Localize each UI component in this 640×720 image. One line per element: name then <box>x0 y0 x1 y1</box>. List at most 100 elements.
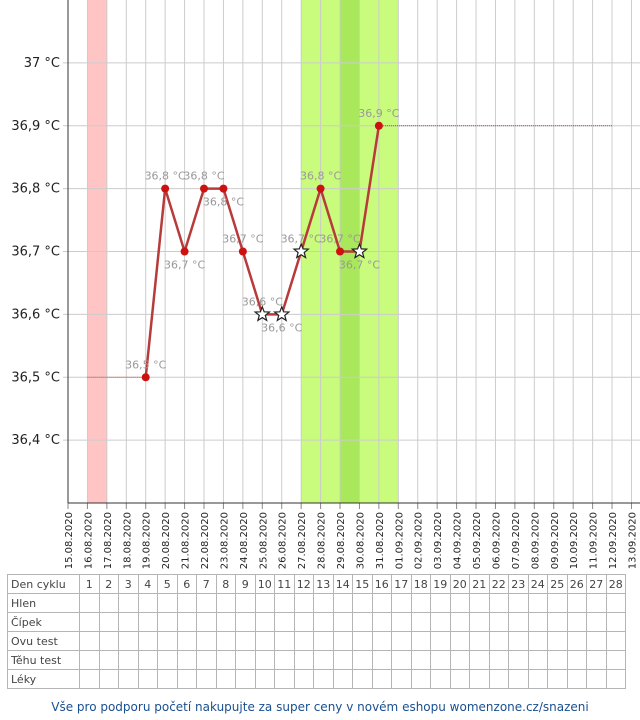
table-cell[interactable] <box>235 650 256 670</box>
table-cell[interactable] <box>118 669 139 689</box>
table-cell[interactable] <box>196 612 217 632</box>
table-cell[interactable] <box>176 650 197 670</box>
table-cell[interactable] <box>410 631 431 651</box>
table-cell[interactable] <box>527 669 548 689</box>
table-cell[interactable] <box>371 593 392 613</box>
table-cell[interactable] <box>176 593 197 613</box>
table-cell[interactable] <box>605 593 626 613</box>
table-cell[interactable] <box>274 669 295 689</box>
table-cell[interactable] <box>98 669 119 689</box>
table-cell[interactable] <box>566 631 587 651</box>
table-cell[interactable] <box>566 650 587 670</box>
table-cell[interactable] <box>547 631 568 651</box>
table-cell[interactable] <box>449 631 470 651</box>
table-cell[interactable] <box>157 669 178 689</box>
table-cell[interactable] <box>157 631 178 651</box>
table-cell[interactable] <box>313 669 334 689</box>
table-cell[interactable] <box>430 631 451 651</box>
table-cell[interactable] <box>293 631 314 651</box>
table-cell[interactable] <box>118 593 139 613</box>
table-cell[interactable] <box>313 650 334 670</box>
table-cell[interactable] <box>215 593 236 613</box>
table-cell[interactable] <box>586 593 607 613</box>
table-cell[interactable] <box>254 650 275 670</box>
table-cell[interactable] <box>586 669 607 689</box>
table-cell[interactable] <box>79 612 100 632</box>
table-cell[interactable] <box>137 612 158 632</box>
table-cell[interactable] <box>79 650 100 670</box>
table-cell[interactable] <box>332 593 353 613</box>
table-cell[interactable] <box>410 650 431 670</box>
table-cell[interactable] <box>176 612 197 632</box>
table-cell[interactable] <box>469 631 490 651</box>
table-cell[interactable] <box>586 650 607 670</box>
table-cell[interactable] <box>293 669 314 689</box>
table-cell[interactable] <box>254 669 275 689</box>
table-cell[interactable] <box>196 631 217 651</box>
table-cell[interactable] <box>605 669 626 689</box>
table-cell[interactable] <box>469 669 490 689</box>
table-cell[interactable] <box>176 669 197 689</box>
table-cell[interactable] <box>391 631 412 651</box>
table-cell[interactable] <box>508 669 529 689</box>
table-cell[interactable] <box>547 669 568 689</box>
table-cell[interactable] <box>293 593 314 613</box>
table-cell[interactable] <box>157 612 178 632</box>
table-cell[interactable] <box>79 669 100 689</box>
table-cell[interactable] <box>157 650 178 670</box>
table-cell[interactable] <box>118 612 139 632</box>
table-cell[interactable] <box>254 593 275 613</box>
table-cell[interactable] <box>215 650 236 670</box>
table-cell[interactable] <box>527 631 548 651</box>
table-cell[interactable] <box>137 593 158 613</box>
table-cell[interactable] <box>332 631 353 651</box>
table-cell[interactable] <box>352 631 373 651</box>
table-cell[interactable] <box>410 612 431 632</box>
table-cell[interactable] <box>235 593 256 613</box>
table-cell[interactable] <box>98 593 119 613</box>
table-cell[interactable] <box>430 612 451 632</box>
table-cell[interactable] <box>547 650 568 670</box>
table-cell[interactable] <box>98 650 119 670</box>
table-cell[interactable] <box>215 612 236 632</box>
table-cell[interactable] <box>137 650 158 670</box>
table-cell[interactable] <box>391 612 412 632</box>
table-cell[interactable] <box>488 612 509 632</box>
table-cell[interactable] <box>332 669 353 689</box>
table-cell[interactable] <box>137 631 158 651</box>
table-cell[interactable] <box>79 631 100 651</box>
footer-promo-text[interactable]: Vše pro podporu početí nakupujte za supe… <box>51 700 589 714</box>
table-cell[interactable] <box>352 593 373 613</box>
table-cell[interactable] <box>527 612 548 632</box>
table-cell[interactable] <box>469 593 490 613</box>
table-cell[interactable] <box>235 631 256 651</box>
table-cell[interactable] <box>605 650 626 670</box>
table-cell[interactable] <box>79 593 100 613</box>
table-cell[interactable] <box>254 612 275 632</box>
table-cell[interactable] <box>196 593 217 613</box>
table-cell[interactable] <box>547 612 568 632</box>
table-cell[interactable] <box>274 631 295 651</box>
table-cell[interactable] <box>449 650 470 670</box>
table-cell[interactable] <box>430 593 451 613</box>
table-cell[interactable] <box>449 669 470 689</box>
table-cell[interactable] <box>293 650 314 670</box>
table-cell[interactable] <box>547 593 568 613</box>
table-cell[interactable] <box>196 650 217 670</box>
table-cell[interactable] <box>371 612 392 632</box>
table-cell[interactable] <box>430 650 451 670</box>
table-cell[interactable] <box>254 631 275 651</box>
table-cell[interactable] <box>527 593 548 613</box>
table-cell[interactable] <box>332 612 353 632</box>
table-cell[interactable] <box>118 631 139 651</box>
table-cell[interactable] <box>508 631 529 651</box>
table-cell[interactable] <box>566 612 587 632</box>
table-cell[interactable] <box>235 612 256 632</box>
table-cell[interactable] <box>352 612 373 632</box>
table-cell[interactable] <box>449 593 470 613</box>
table-cell[interactable] <box>527 650 548 670</box>
table-cell[interactable] <box>586 612 607 632</box>
table-cell[interactable] <box>371 631 392 651</box>
table-cell[interactable] <box>488 631 509 651</box>
table-cell[interactable] <box>371 650 392 670</box>
